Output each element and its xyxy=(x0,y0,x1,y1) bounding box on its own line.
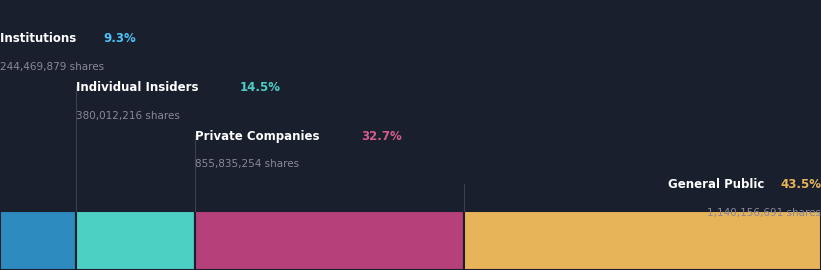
Text: 43.5%: 43.5% xyxy=(780,178,821,191)
Bar xyxy=(0,211,76,270)
Text: 14.5%: 14.5% xyxy=(240,81,281,94)
Text: 32.7%: 32.7% xyxy=(361,130,402,143)
Text: 9.3%: 9.3% xyxy=(103,32,136,45)
Bar xyxy=(464,211,821,270)
Text: 855,835,254 shares: 855,835,254 shares xyxy=(195,159,300,169)
Text: Private Companies: Private Companies xyxy=(195,130,324,143)
Text: 380,012,216 shares: 380,012,216 shares xyxy=(76,111,181,121)
Text: 244,469,879 shares: 244,469,879 shares xyxy=(0,62,104,72)
Text: 1,140,156,691 shares: 1,140,156,691 shares xyxy=(707,208,821,218)
Text: Institutions: Institutions xyxy=(0,32,80,45)
Text: Individual Insiders: Individual Insiders xyxy=(76,81,203,94)
Text: General Public: General Public xyxy=(667,178,768,191)
Bar xyxy=(195,211,464,270)
Bar xyxy=(76,211,195,270)
